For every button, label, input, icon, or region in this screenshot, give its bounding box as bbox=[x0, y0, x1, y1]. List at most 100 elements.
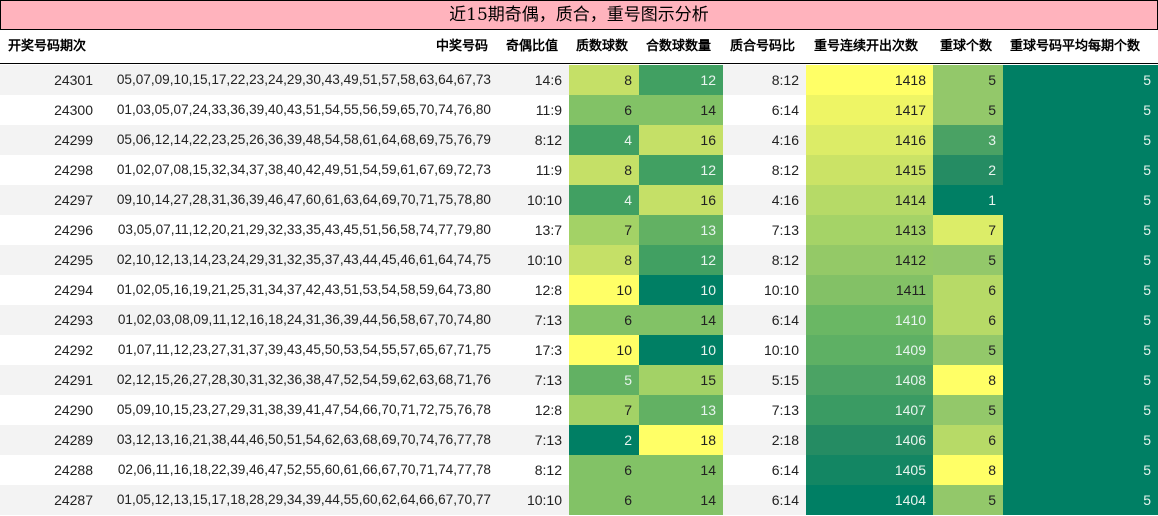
table-row[interactable]: 24300 01,03,05,07,24,33,36,39,40,43,51,54… bbox=[0, 95, 1158, 125]
prime-composite-ratio-cell: 5:15 bbox=[771, 372, 799, 388]
numbers-cell: 03,12,13,16,21,38,44,46,50,51,54,62,63,6… bbox=[116, 432, 491, 447]
table-row[interactable]: 24301 05,07,09,10,15,17,22,23,24,29,30,43… bbox=[0, 65, 1158, 95]
header-repeat-count[interactable]: 重球个数 bbox=[940, 39, 993, 54]
period-cell: 24292 bbox=[54, 342, 93, 358]
prime-count-cell: 2 bbox=[569, 425, 639, 455]
repeat-streak-cell: 1412 bbox=[806, 245, 933, 275]
repeat-avg-cell: 5 bbox=[1003, 155, 1158, 185]
numbers-cell: 05,07,09,10,15,17,22,23,24,29,30,43,49,5… bbox=[116, 72, 491, 87]
repeat-avg-cell: 5 bbox=[1003, 245, 1158, 275]
table-row[interactable]: 24299 05,06,12,14,22,23,25,26,36,39,48,54… bbox=[0, 125, 1158, 155]
odd-even-cell: 17:3 bbox=[534, 342, 562, 358]
numbers-cell: 09,10,14,27,28,31,36,39,46,47,60,61,63,6… bbox=[116, 192, 491, 207]
numbers-cell: 02,12,15,26,27,28,30,31,32,36,38,47,52,5… bbox=[116, 372, 491, 387]
odd-even-cell: 12:8 bbox=[534, 282, 562, 298]
repeat-streak-cell: 1418 bbox=[806, 65, 933, 95]
header-repeat-avg[interactable]: 重球号码平均每期个数 bbox=[1010, 39, 1141, 54]
repeat-avg-cell: 5 bbox=[1003, 455, 1158, 485]
repeat-streak-cell: 1415 bbox=[806, 155, 933, 185]
composite-count-cell: 14 bbox=[639, 485, 723, 515]
repeat-avg-cell: 5 bbox=[1003, 125, 1158, 155]
header-numbers[interactable]: 中奖号码 bbox=[436, 39, 489, 54]
table-row[interactable]: 24295 02,10,12,13,14,23,24,29,31,32,35,37… bbox=[0, 245, 1158, 275]
repeat-avg-cell: 5 bbox=[1003, 365, 1158, 395]
odd-even-cell: 10:10 bbox=[526, 492, 562, 508]
header-repeat-streak[interactable]: 重号连续开出次数 bbox=[814, 39, 919, 54]
composite-count-cell: 13 bbox=[639, 395, 723, 425]
header-odd-even[interactable]: 奇偶比值 bbox=[506, 39, 559, 54]
table-row[interactable]: 24298 01,02,07,08,15,32,34,37,38,40,42,49… bbox=[0, 155, 1158, 185]
period-cell: 24288 bbox=[54, 462, 93, 478]
table-row[interactable]: 24297 09,10,14,27,28,31,36,39,46,47,60,61… bbox=[0, 185, 1158, 215]
repeat-avg-cell: 5 bbox=[1003, 215, 1158, 245]
numbers-cell: 05,09,10,15,23,27,29,31,38,39,41,47,54,6… bbox=[116, 402, 491, 417]
prime-count-cell: 7 bbox=[569, 215, 639, 245]
composite-count-cell: 12 bbox=[639, 65, 723, 95]
table-row[interactable]: 24288 02,06,11,16,18,22,39,46,47,52,55,60… bbox=[0, 455, 1158, 485]
table-row[interactable]: 24292 01,07,11,12,23,27,31,37,39,43,45,50… bbox=[0, 335, 1158, 365]
header-period[interactable]: 开奖号码期次 bbox=[8, 39, 87, 54]
repeat-count-cell: 2 bbox=[933, 155, 1003, 185]
period-cell: 24296 bbox=[54, 222, 93, 238]
prime-count-cell: 10 bbox=[569, 275, 639, 305]
header-prime-composite-ratio[interactable]: 质合号码比 bbox=[730, 39, 796, 54]
repeat-streak-cell: 1416 bbox=[806, 125, 933, 155]
repeat-streak-cell: 1404 bbox=[806, 485, 933, 515]
composite-count-cell: 16 bbox=[639, 125, 723, 155]
table-row[interactable]: 24290 05,09,10,15,23,27,29,31,38,39,41,47… bbox=[0, 395, 1158, 425]
header-composite-count[interactable]: 合数球数量 bbox=[646, 39, 712, 54]
prime-count-cell: 7 bbox=[569, 395, 639, 425]
repeat-streak-cell: 1413 bbox=[806, 215, 933, 245]
odd-even-cell: 14:6 bbox=[534, 72, 562, 88]
repeat-count-cell: 5 bbox=[933, 485, 1003, 515]
period-cell: 24297 bbox=[54, 192, 93, 208]
prime-count-cell: 6 bbox=[569, 485, 639, 515]
odd-even-cell: 10:10 bbox=[526, 252, 562, 268]
prime-count-cell: 6 bbox=[569, 95, 639, 125]
repeat-count-cell: 6 bbox=[933, 425, 1003, 455]
table-row[interactable]: 24287 01,05,12,13,15,17,18,28,29,34,39,44… bbox=[0, 485, 1158, 515]
table-row[interactable]: 24289 03,12,13,16,21,38,44,46,50,51,54,62… bbox=[0, 425, 1158, 455]
period-cell: 24294 bbox=[54, 282, 93, 298]
prime-count-cell: 8 bbox=[569, 245, 639, 275]
period-cell: 24289 bbox=[54, 432, 93, 448]
table-row[interactable]: 24291 02,12,15,26,27,28,30,31,32,36,38,47… bbox=[0, 365, 1158, 395]
table-row[interactable]: 24293 01,02,03,08,09,11,12,16,18,24,31,36… bbox=[0, 305, 1158, 335]
repeat-streak-cell: 1406 bbox=[806, 425, 933, 455]
repeat-count-cell: 3 bbox=[933, 125, 1003, 155]
odd-even-cell: 7:13 bbox=[534, 312, 562, 328]
repeat-avg-cell: 5 bbox=[1003, 65, 1158, 95]
repeat-streak-cell: 1408 bbox=[806, 365, 933, 395]
repeat-avg-cell: 5 bbox=[1003, 275, 1158, 305]
repeat-count-cell: 6 bbox=[933, 275, 1003, 305]
odd-even-cell: 8:12 bbox=[534, 132, 562, 148]
numbers-cell: 01,07,11,12,23,27,31,37,39,43,45,50,53,5… bbox=[117, 342, 491, 357]
composite-count-cell: 12 bbox=[639, 245, 723, 275]
table-row[interactable]: 24296 03,05,07,11,12,20,21,29,32,33,35,43… bbox=[0, 215, 1158, 245]
period-cell: 24300 bbox=[54, 102, 93, 118]
composite-count-cell: 13 bbox=[639, 215, 723, 245]
period-cell: 24291 bbox=[54, 372, 93, 388]
odd-even-cell: 11:9 bbox=[535, 102, 562, 118]
repeat-count-cell: 5 bbox=[933, 335, 1003, 365]
repeat-streak-cell: 1409 bbox=[806, 335, 933, 365]
prime-count-cell: 8 bbox=[569, 65, 639, 95]
composite-count-cell: 14 bbox=[639, 305, 723, 335]
repeat-count-cell: 5 bbox=[933, 65, 1003, 95]
repeat-avg-cell: 5 bbox=[1003, 485, 1158, 515]
repeat-avg-cell: 5 bbox=[1003, 425, 1158, 455]
period-cell: 24293 bbox=[54, 312, 93, 328]
odd-even-cell: 8:12 bbox=[534, 462, 562, 478]
period-cell: 24298 bbox=[54, 162, 93, 178]
table-body: 24301 05,07,09,10,15,17,22,23,24,29,30,43… bbox=[0, 65, 1158, 515]
table-row[interactable]: 24294 01,02,05,16,19,21,25,31,34,37,42,43… bbox=[0, 275, 1158, 305]
prime-count-cell: 10 bbox=[569, 335, 639, 365]
repeat-avg-cell: 5 bbox=[1003, 95, 1158, 125]
odd-even-cell: 13:7 bbox=[534, 222, 562, 238]
prime-count-cell: 5 bbox=[569, 365, 639, 395]
numbers-cell: 02,10,12,13,14,23,24,29,31,32,35,37,43,4… bbox=[116, 252, 491, 267]
repeat-streak-cell: 1407 bbox=[806, 395, 933, 425]
repeat-count-cell: 8 bbox=[933, 455, 1003, 485]
prime-composite-ratio-cell: 7:13 bbox=[771, 222, 799, 238]
header-prime-count[interactable]: 质数球数 bbox=[576, 39, 629, 54]
